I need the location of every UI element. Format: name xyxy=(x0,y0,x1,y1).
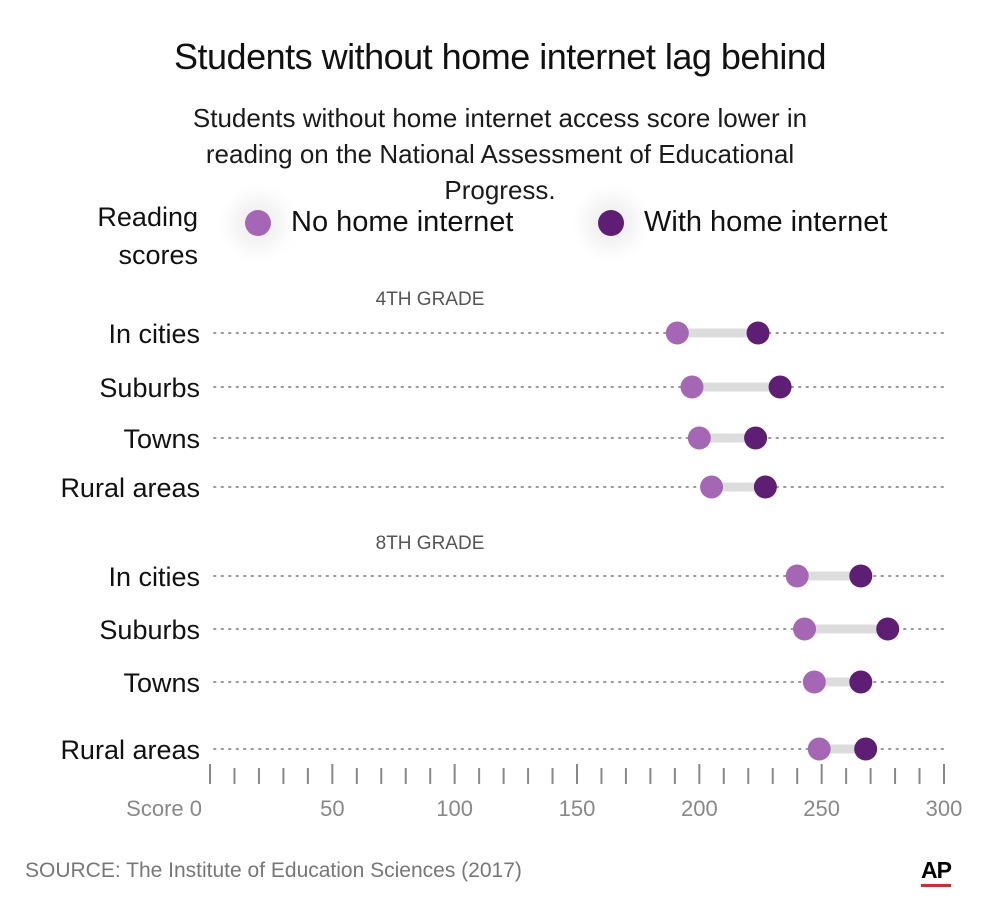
axis-tick-label: 100 xyxy=(436,796,473,821)
point-no-internet xyxy=(793,617,817,641)
legend-label-no-internet: No home internet xyxy=(291,206,514,238)
legend-swatch-no-internet xyxy=(245,209,271,236)
legend-swatch-with-internet xyxy=(598,209,624,236)
row-label: Suburbs xyxy=(99,373,200,403)
axis-tick-label: 250 xyxy=(803,796,840,821)
point-with-internet xyxy=(849,564,873,588)
point-no-internet xyxy=(700,475,724,499)
point-no-internet xyxy=(802,670,826,694)
chart-subtitle: Students without home internet access sc… xyxy=(192,103,808,205)
axis-tick-label: 150 xyxy=(559,796,596,821)
ap-logo: AP xyxy=(921,857,952,883)
group-label: 8TH GRADE xyxy=(376,533,485,554)
axis-tick-label: 50 xyxy=(320,796,344,821)
point-with-internet xyxy=(746,321,770,345)
axis-tick-label: 200 xyxy=(681,796,718,821)
legend-item-with-internet: With home internet xyxy=(598,206,887,239)
row-label: Rural areas xyxy=(60,473,200,503)
source-note: SOURCE: The Institute of Education Scien… xyxy=(25,859,522,882)
legend-item-no-internet: No home internet xyxy=(245,206,513,239)
row-label: In cities xyxy=(108,562,200,592)
row-label: Towns xyxy=(123,668,200,698)
ap-logo-underline xyxy=(921,884,951,887)
point-with-internet xyxy=(744,426,768,450)
legend-title: Reading scores xyxy=(97,202,198,270)
axis-tick-label: 300 xyxy=(926,796,963,821)
point-with-internet xyxy=(753,475,777,499)
row-label: Rural areas xyxy=(60,735,200,765)
legend-label-with-internet: With home internet xyxy=(644,206,888,238)
point-with-internet xyxy=(876,617,900,641)
chart-title: Students without home internet lag behin… xyxy=(174,36,826,77)
point-with-internet xyxy=(849,670,873,694)
point-no-internet xyxy=(687,426,711,450)
point-with-internet xyxy=(854,737,878,761)
point-no-internet xyxy=(785,564,809,588)
point-no-internet xyxy=(680,375,704,399)
row-label: Towns xyxy=(123,424,200,454)
group-label: 4TH GRADE xyxy=(376,289,485,310)
row-label: In cities xyxy=(108,319,200,349)
point-no-internet xyxy=(807,737,831,761)
axis-tick-label: Score 0 xyxy=(126,796,202,821)
row-label: Suburbs xyxy=(99,615,200,645)
point-with-internet xyxy=(768,375,792,399)
point-no-internet xyxy=(665,321,689,345)
